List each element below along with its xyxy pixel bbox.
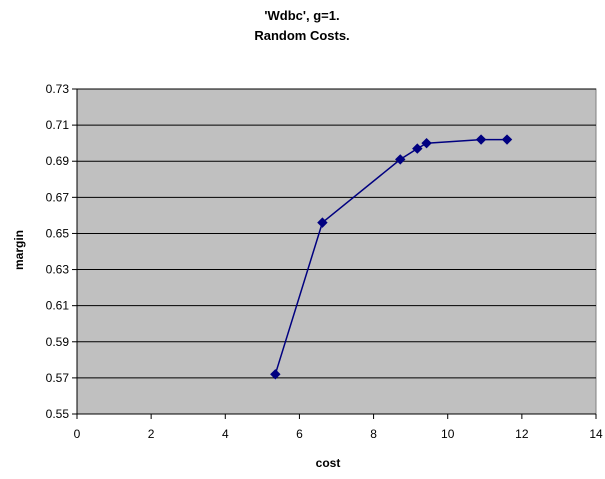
series-layer bbox=[270, 134, 513, 380]
x-tick-label: 12 bbox=[515, 427, 529, 441]
x-tick-label: 4 bbox=[222, 427, 229, 441]
x-tick-label: 2 bbox=[148, 427, 155, 441]
y-tick-label: 0.71 bbox=[46, 118, 70, 132]
y-tick-label: 0.63 bbox=[46, 263, 70, 277]
y-tick-label: 0.55 bbox=[46, 407, 70, 421]
x-axis-title: cost bbox=[316, 456, 341, 470]
axes bbox=[76, 89, 596, 415]
data-point-marker bbox=[270, 369, 281, 380]
data-point-marker bbox=[421, 137, 432, 149]
data-point-marker bbox=[412, 143, 423, 154]
data-point-marker bbox=[475, 134, 487, 145]
x-tick-label: 10 bbox=[441, 427, 455, 441]
y-tick-label: 0.69 bbox=[46, 154, 70, 168]
x-tick-label: 0 bbox=[74, 427, 81, 441]
y-tick-label: 0.67 bbox=[46, 190, 70, 204]
data-point-marker bbox=[501, 134, 513, 145]
chart-subtitle: Random Costs. bbox=[254, 28, 349, 43]
chart-title: 'Wdbc', g=1. bbox=[264, 8, 339, 23]
data-point-marker bbox=[395, 154, 406, 165]
y-tick-label: 0.65 bbox=[46, 226, 70, 240]
x-tick-label: 8 bbox=[370, 427, 377, 441]
plot-area bbox=[76, 88, 597, 415]
grid-lines bbox=[77, 88, 596, 379]
y-tick-label: 0.73 bbox=[46, 82, 70, 96]
y-axis-title: margin bbox=[12, 230, 26, 270]
y-tick-label: 0.57 bbox=[46, 371, 70, 385]
data-point-marker bbox=[317, 217, 328, 228]
y-tick-label: 0.61 bbox=[46, 299, 70, 313]
x-tick-label: 6 bbox=[296, 427, 303, 441]
x-tick-label: 14 bbox=[589, 427, 603, 441]
y-axis-ticks: 0.55 0.57 0.59 0.61 0.63 0.65 0.67 0.69 0.71 0.73 bbox=[46, 82, 77, 421]
y-tick-label: 0.59 bbox=[46, 335, 70, 349]
x-axis-ticks: 0 2 4 6 8 10 12 14 bbox=[74, 414, 603, 441]
